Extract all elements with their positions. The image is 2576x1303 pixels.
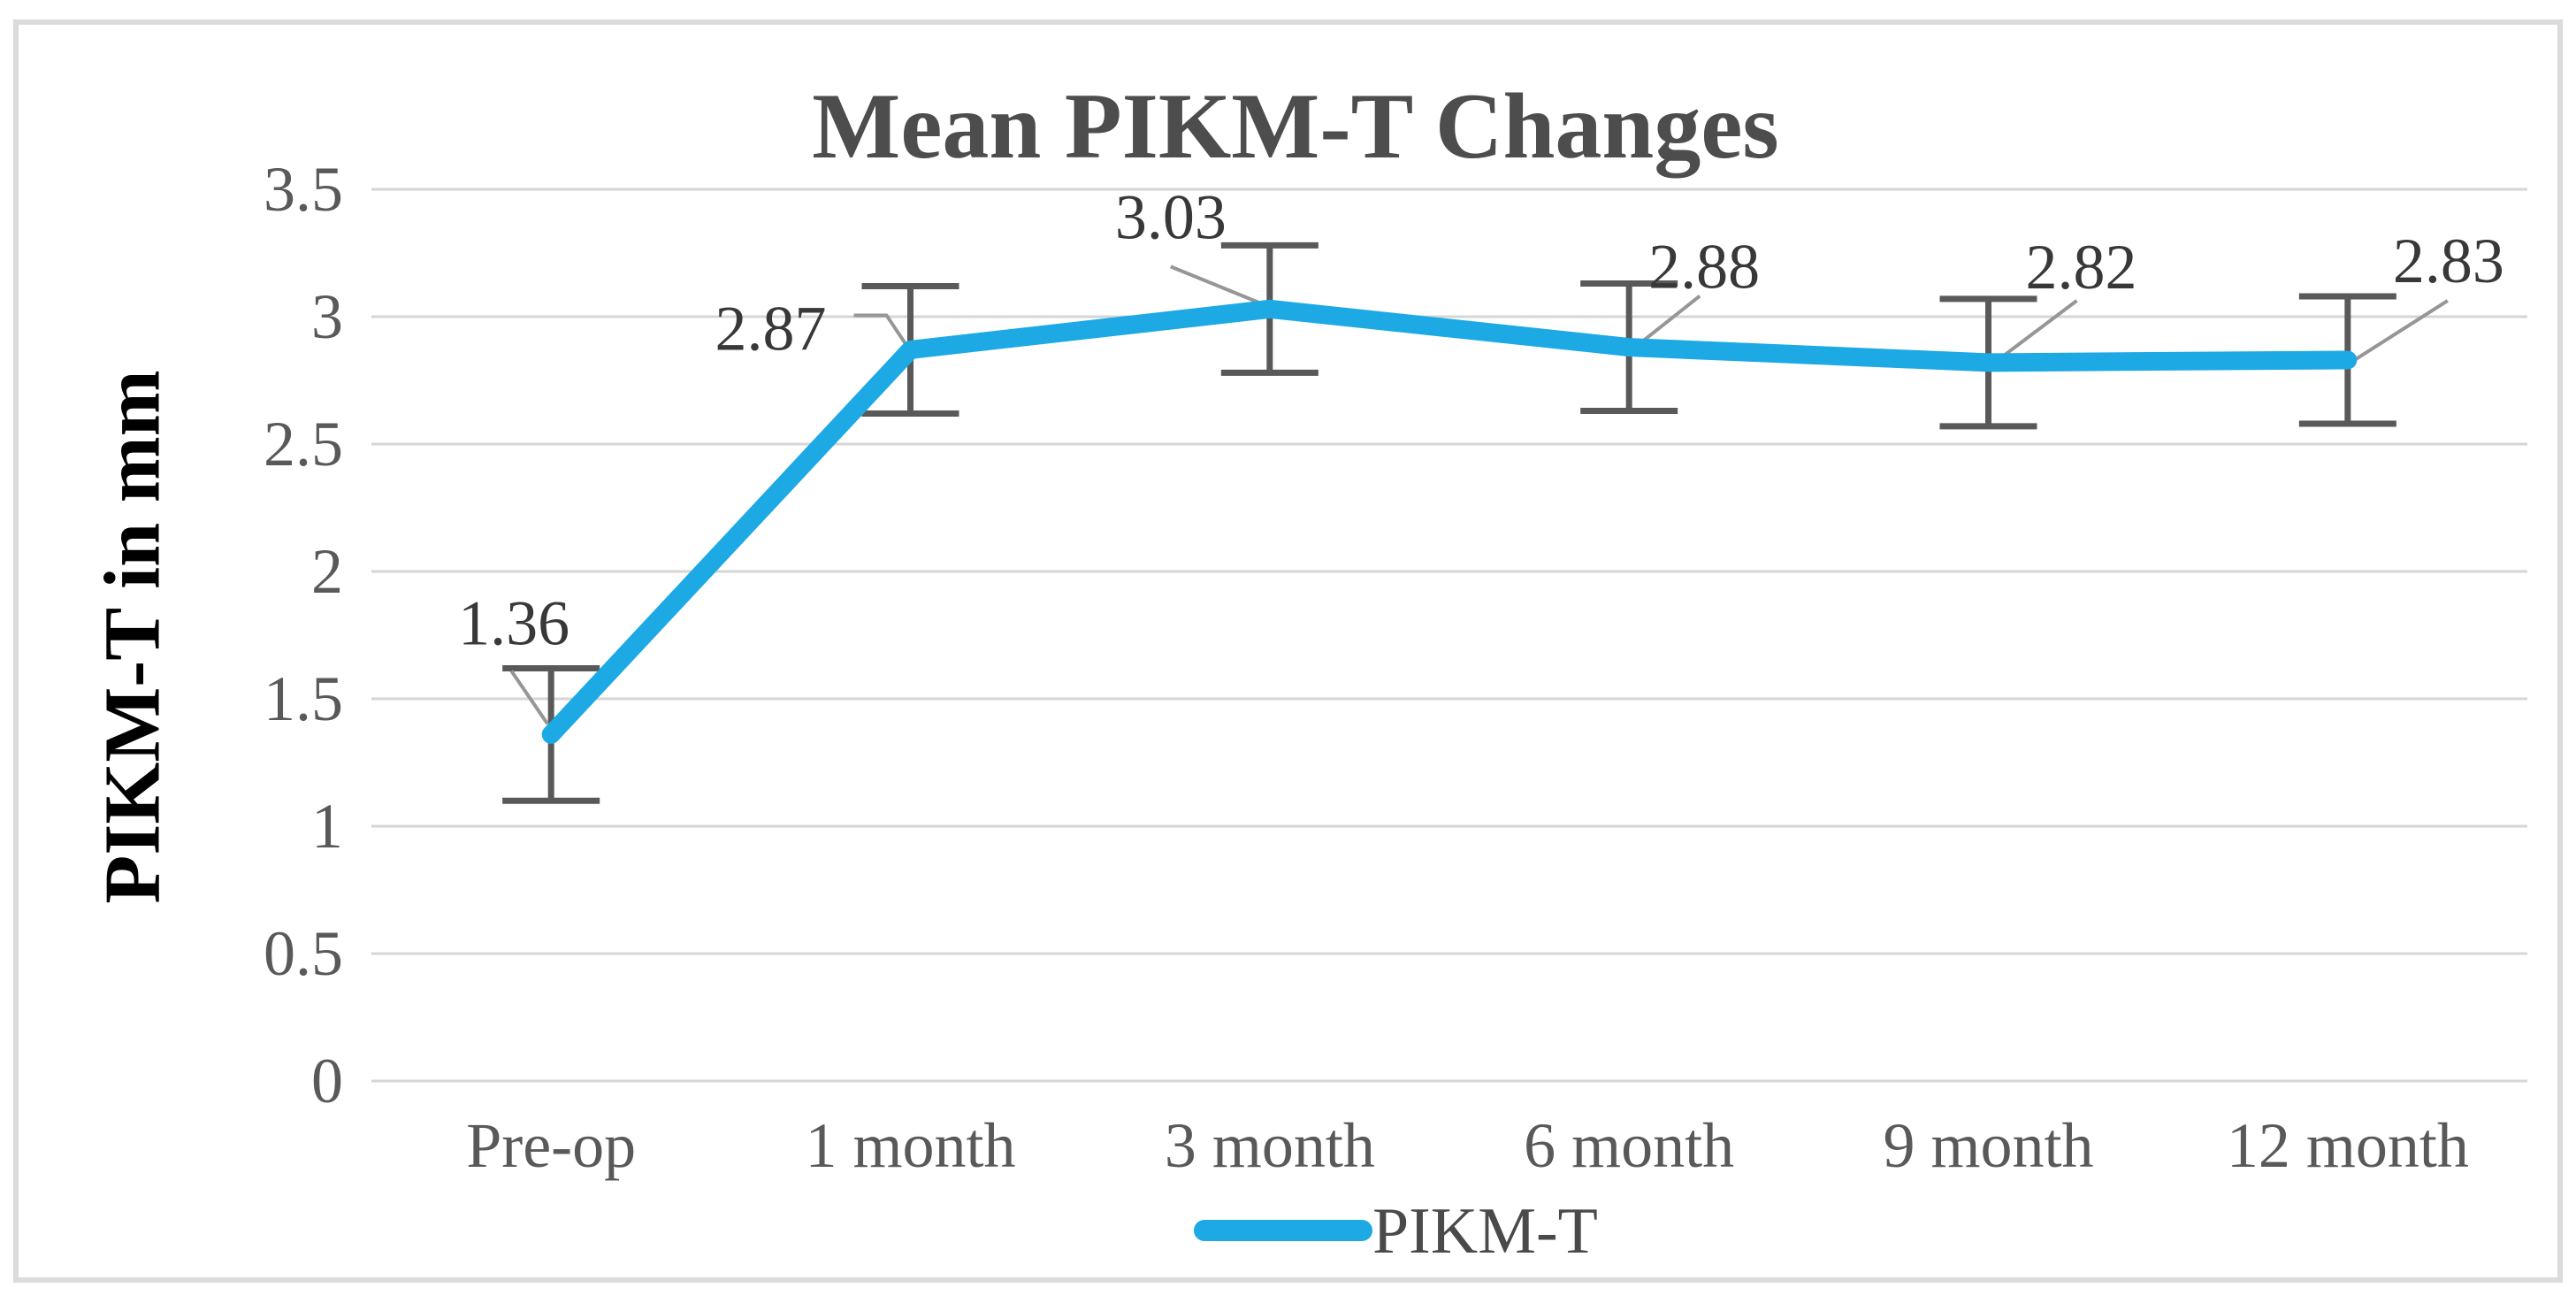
y-tick-labels: 0 0.5 1 1.5 2 2.5 3 3.5	[264, 154, 343, 1116]
x-axis-label-pre-op: Pre-op	[466, 1110, 636, 1181]
data-label-1.36: 1.36	[458, 587, 569, 658]
label-leader-2.87	[853, 313, 910, 349]
chart-title: Mean PIKM-T Changes	[812, 74, 1778, 178]
x-axis-label-1-month: 1 month	[805, 1110, 1015, 1181]
data-label-2.82: 2.82	[2026, 232, 2137, 303]
y-tick-label-1.5: 1.5	[264, 663, 343, 734]
x-axis-label-9-month: 9 month	[1883, 1110, 2093, 1181]
y-tick-label-3.5: 3.5	[264, 154, 343, 225]
data-label-2.83: 2.83	[2393, 226, 2504, 296]
gridlines	[371, 188, 2527, 1083]
y-tick-label-1: 1	[311, 791, 343, 862]
y-axis-title: PIKM-T in mm	[89, 370, 177, 903]
series-line-pikm-t	[541, 299, 2358, 744]
figure-border	[13, 19, 2563, 1283]
label-leader-3.03	[1170, 264, 1267, 308]
x-axis-label-3-month: 3 month	[1165, 1110, 1375, 1181]
legend: PIKM-T	[1194, 1195, 1598, 1268]
x-axis-label-6-month: 6 month	[1524, 1110, 1734, 1181]
data-labels: 1.36 2.87 3.03 2.88 2.82 2.83	[458, 181, 2504, 658]
label-leader-1.36	[509, 670, 549, 725]
x-axis-label-12-month: 12 month	[2227, 1110, 2469, 1181]
data-label-3.03: 3.03	[1115, 181, 1227, 252]
label-leader-2.83	[2349, 299, 2449, 364]
data-label-2.88: 2.88	[1648, 232, 1760, 303]
y-tick-label-2: 2	[311, 536, 343, 607]
data-label-2.87: 2.87	[715, 293, 827, 364]
x-tick-labels: Pre-op 1 month 3 month 6 month 9 month 12 mon…	[466, 1110, 2469, 1181]
y-tick-label-0: 0	[311, 1046, 343, 1116]
legend-label: PIKM-T	[1372, 1195, 1598, 1268]
y-tick-label-0.5: 0.5	[264, 918, 343, 989]
y-tick-label-2.5: 2.5	[264, 409, 343, 479]
series-group	[541, 299, 2358, 744]
y-tick-label-3: 3	[311, 281, 343, 352]
